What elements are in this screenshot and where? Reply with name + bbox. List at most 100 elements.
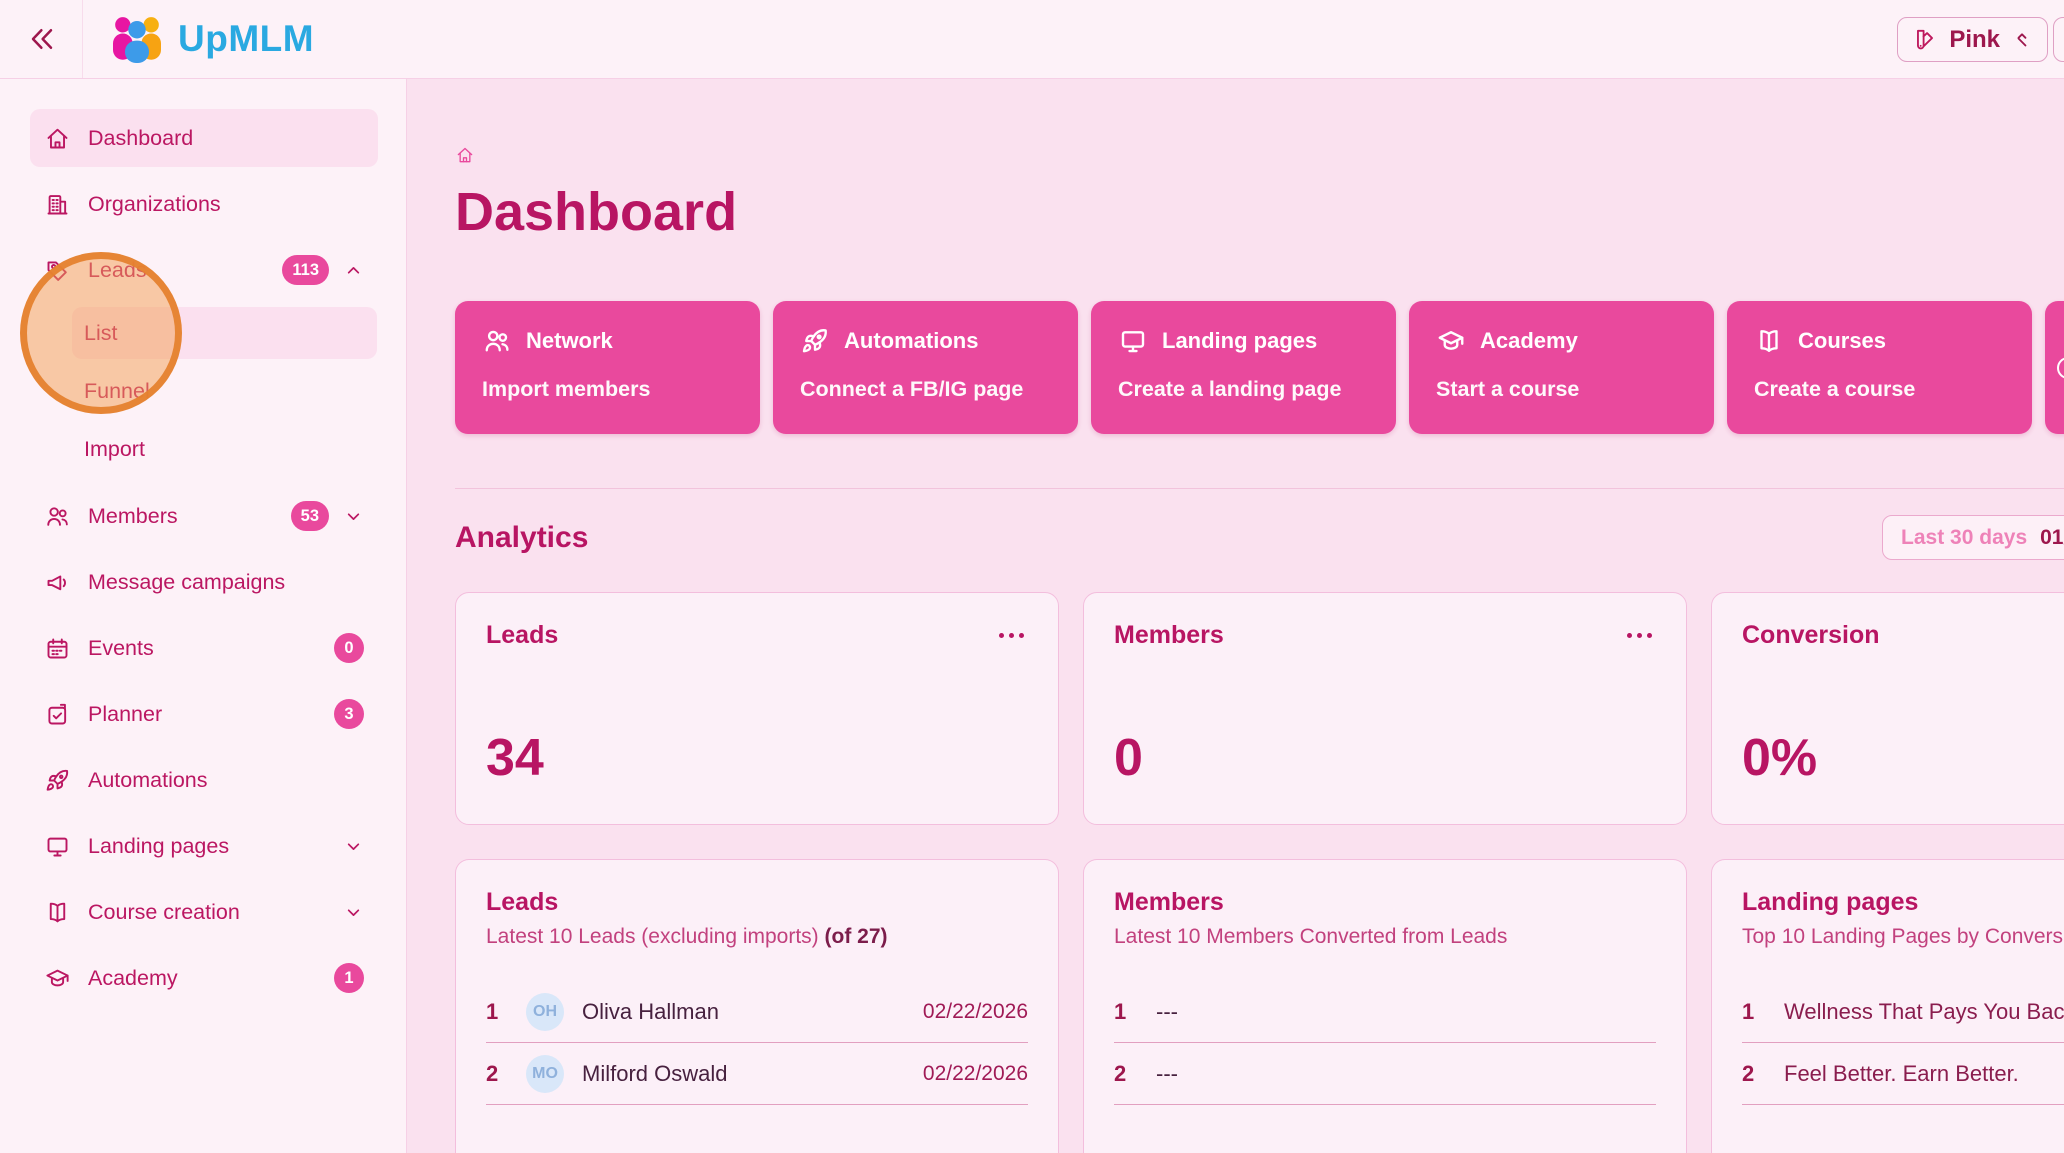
members-list-card: Members Latest 10 Members Converted from…	[1083, 859, 1687, 1153]
lead-name: Oliva Hallman	[582, 998, 719, 1024]
landing-page-name: Wellness That Pays You Back	[1784, 998, 2064, 1024]
lead-name: Milford Oswald	[582, 1060, 728, 1086]
double-chevron-left-icon	[31, 29, 53, 49]
planner-count-badge: 3	[334, 699, 364, 729]
bottom-lists-row: Leads Latest 10 Leads (excluding imports…	[455, 859, 2064, 1153]
theme-selector[interactable]: Pink	[1897, 17, 2048, 62]
sidebar-item-landing-pages[interactable]: Landing pages	[30, 817, 378, 875]
sidebar-item-label: Members	[88, 503, 178, 528]
graduation-cap-icon	[1436, 326, 1466, 356]
member-row[interactable]: 1 ---	[1114, 981, 1656, 1043]
upmlm-logo-icon	[113, 17, 161, 63]
stat-value: 0%	[1742, 729, 1818, 787]
sidebar-subitem-funnel[interactable]: Funnel	[72, 365, 377, 417]
date-range-selector[interactable]: Last 30 days 01/2	[1882, 515, 2064, 560]
sidebar-item-label: Course creation	[88, 899, 240, 924]
header-divider	[82, 0, 83, 78]
theme-selector-label: Pink	[1949, 25, 2000, 53]
quick-action-subtitle: Connect a FB/IG page	[800, 377, 1024, 401]
sidebar-item-label: Message campaigns	[88, 569, 286, 594]
row-number: 1	[1742, 998, 1755, 1024]
sidebar-item-organizations[interactable]: Organizations	[30, 175, 378, 233]
lead-date: 02/22/2026	[922, 1061, 1028, 1085]
row-number: 2	[1114, 1060, 1127, 1086]
sidebar-item-leads[interactable]: Leads 113	[30, 241, 378, 299]
sidebar-item-dashboard[interactable]: Dashboard	[30, 109, 378, 167]
member-name: ---	[1156, 998, 1178, 1024]
sidebar-item-message-campaigns[interactable]: Message campaigns	[30, 553, 378, 611]
sidebar-collapse-button[interactable]	[14, 0, 70, 78]
section-divider	[455, 488, 2064, 489]
users-icon	[482, 326, 512, 356]
list-subtitle-count: (of 27)	[824, 925, 888, 948]
stat-title: Members	[1114, 621, 1224, 649]
sidebar-item-events[interactable]: Events 0	[30, 619, 378, 677]
quick-action-automations[interactable]: Automations Connect a FB/IG page	[773, 301, 1078, 434]
stat-card-leads: Leads 34	[455, 592, 1059, 825]
sidebar-item-label: Academy	[88, 965, 178, 990]
quick-action-card-partial[interactable]	[2045, 301, 2064, 434]
lead-row[interactable]: 2 MO Milford Oswald 02/22/2026	[486, 1043, 1028, 1105]
chevron-down-icon	[343, 506, 364, 527]
list-subtitle: Top 10 Landing Pages by Convers	[1742, 925, 2064, 948]
member-row[interactable]: 2 ---	[1114, 1043, 1656, 1105]
quick-action-academy[interactable]: Academy Start a course	[1409, 301, 1714, 434]
monitor-icon	[1118, 326, 1148, 356]
brand-name: UpMLM	[178, 18, 315, 59]
stat-title: Conversion	[1742, 621, 1880, 649]
analytics-stats-row: Leads 34 Members 0 Conversion 0%	[455, 592, 2064, 825]
chevron-down-icon	[343, 902, 364, 923]
list-title: Leads	[486, 888, 559, 916]
landing-page-row[interactable]: 1 Wellness That Pays You Back	[1742, 981, 2064, 1043]
quick-action-network[interactable]: Network Import members	[455, 301, 760, 434]
rocket-icon	[44, 767, 71, 794]
chevron-down-icon	[343, 836, 364, 857]
stat-card-members: Members 0	[1083, 592, 1687, 825]
sidebar-item-course-creation[interactable]: Course creation	[30, 883, 378, 941]
quick-action-title: Automations	[844, 328, 979, 353]
sidebar-item-members[interactable]: Members 53	[30, 487, 378, 545]
sidebar-item-planner[interactable]: Planner 3	[30, 685, 378, 743]
quick-actions-row: Network Import members Automations Conne…	[455, 301, 2064, 434]
partial-header-button[interactable]	[2053, 17, 2064, 62]
quick-action-subtitle: Import members	[482, 377, 651, 401]
stat-value: 0	[1114, 729, 1143, 787]
graduation-cap-icon	[44, 965, 71, 992]
members-count-badge: 53	[290, 501, 329, 531]
quick-action-title: Landing pages	[1162, 328, 1318, 353]
list-subtitle: Latest 10 Leads (excluding imports) (of …	[486, 925, 1028, 949]
quick-action-courses[interactable]: Courses Create a course	[1727, 301, 2032, 434]
lead-date: 02/22/2026	[922, 999, 1028, 1023]
users-icon	[44, 503, 71, 530]
sidebar-subitem-list[interactable]: List	[72, 307, 377, 359]
academy-count-badge: 1	[334, 963, 364, 993]
sidebar-item-label: Events	[88, 635, 154, 660]
book-open-icon	[1754, 326, 1784, 356]
lead-row[interactable]: 1 OH Oliva Hallman 02/22/2026	[486, 981, 1028, 1043]
avatar: OH	[526, 992, 564, 1031]
leads-count-badge: 113	[282, 255, 329, 285]
sidebar-item-academy[interactable]: Academy 1	[30, 949, 378, 1007]
up-down-chevron-icon	[2017, 32, 2027, 46]
analytics-header: Analytics Last 30 days 01/2	[455, 515, 2064, 560]
rocket-icon	[800, 326, 830, 356]
list-subtitle: Latest 10 Members Converted from Leads	[1114, 925, 1508, 948]
sidebar-item-label: Planner	[88, 701, 163, 726]
sidebar-subitem-import[interactable]: Import	[72, 423, 377, 475]
sidebar-nav: Dashboard Organizations Leads 113 List F…	[0, 79, 407, 1153]
landing-page-row[interactable]: 2 Feel Better. Earn Better.	[1742, 1043, 2064, 1105]
sidebar-item-automations[interactable]: Automations	[30, 751, 378, 809]
list-title: Landing pages	[1742, 888, 1919, 916]
quick-action-subtitle: Start a course	[1436, 377, 1580, 401]
card-menu-button[interactable]	[995, 629, 1028, 642]
quick-action-landing-pages[interactable]: Landing pages Create a landing page	[1091, 301, 1396, 434]
row-number: 1	[1114, 998, 1127, 1024]
list-title: Members	[1114, 888, 1224, 916]
quick-action-title: Courses	[1798, 328, 1887, 353]
breadcrumb-home-icon[interactable]	[455, 145, 475, 165]
quick-action-subtitle: Create a landing page	[1118, 377, 1342, 401]
page-title: Dashboard	[455, 182, 738, 242]
calendar-icon	[44, 635, 71, 662]
landing-page-name: Feel Better. Earn Better.	[1784, 1060, 2019, 1086]
card-menu-button[interactable]	[1623, 629, 1656, 642]
